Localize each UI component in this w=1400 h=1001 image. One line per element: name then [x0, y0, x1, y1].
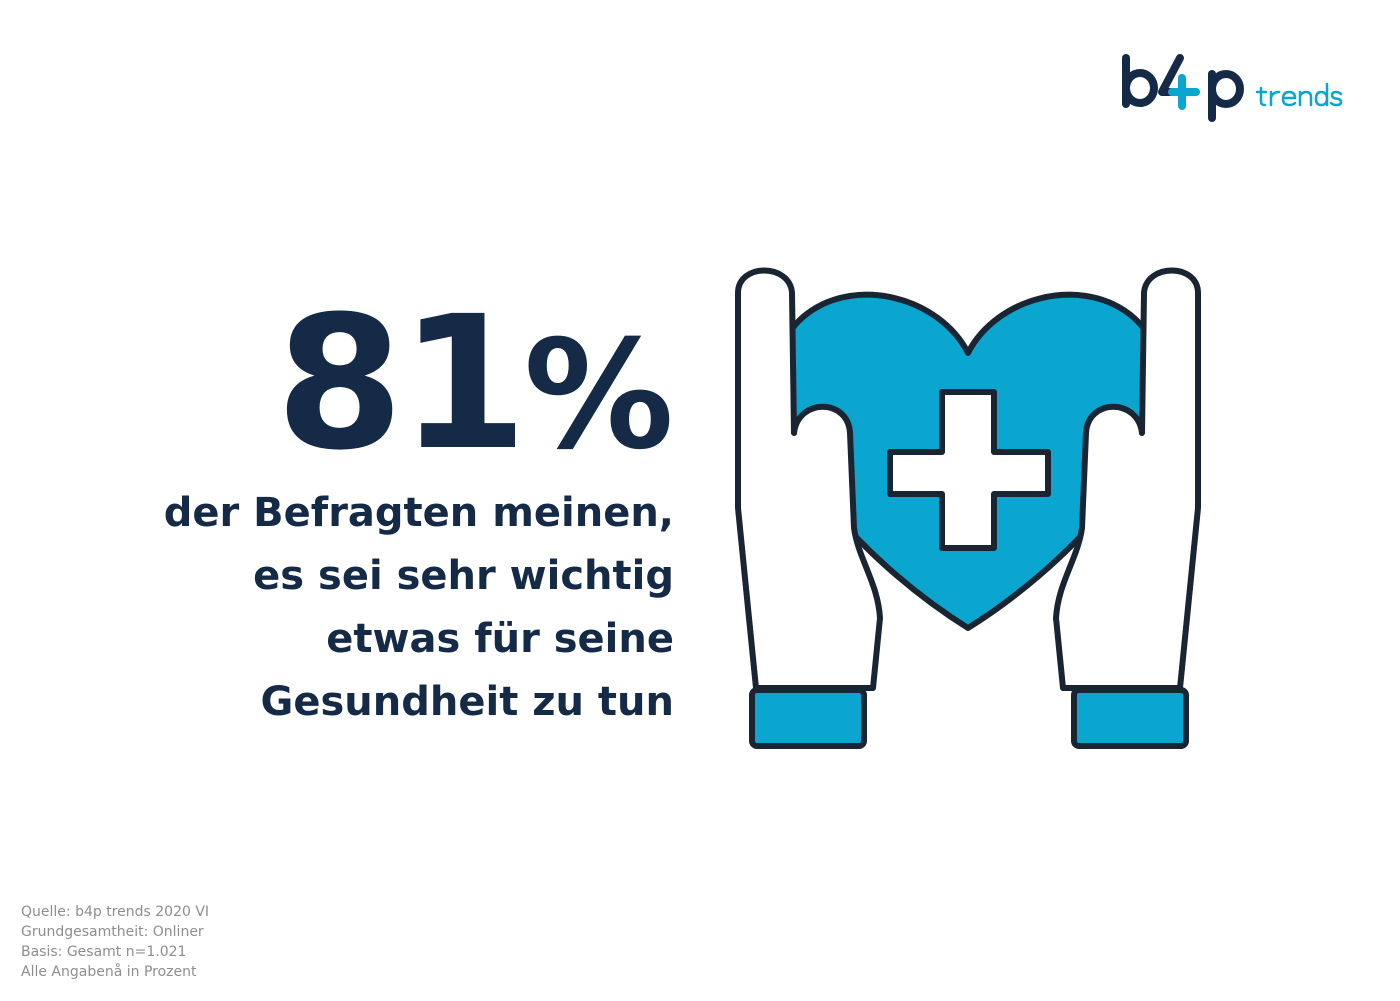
b4p-trends-logo-icon — [1122, 54, 1343, 122]
stat-value: 81% — [34, 292, 674, 476]
statement-line: etwas für seine — [326, 616, 674, 662]
statement-line: Gesundheit zu tun — [260, 679, 674, 725]
footnote-unit: Alle Angabenå in Prozent — [21, 964, 197, 980]
headline-block: 81% der Befragten meinen, es sei sehr wi… — [34, 292, 674, 734]
hands-holding-heart-icon — [735, 267, 1201, 749]
health-illustration — [728, 258, 1208, 758]
footnote-population: Grundgesamtheit: Onliner — [21, 924, 204, 940]
footnote-base: Basis: Gesamt n=1.021 — [21, 944, 187, 960]
statement-line: der Befragten meinen, — [163, 490, 674, 536]
stat-number: 81 — [275, 277, 528, 491]
stat-statement: der Befragten meinen, es sei sehr wichti… — [34, 482, 674, 734]
brand-logo — [1118, 44, 1358, 134]
source-footnote: Quelle: b4p trends 2020 VI Grundgesamthe… — [21, 902, 421, 982]
footnote-source: Quelle: b4p trends 2020 VI — [21, 904, 210, 920]
statement-line: es sei sehr wichtig — [253, 553, 674, 599]
stat-unit: % — [523, 309, 674, 483]
